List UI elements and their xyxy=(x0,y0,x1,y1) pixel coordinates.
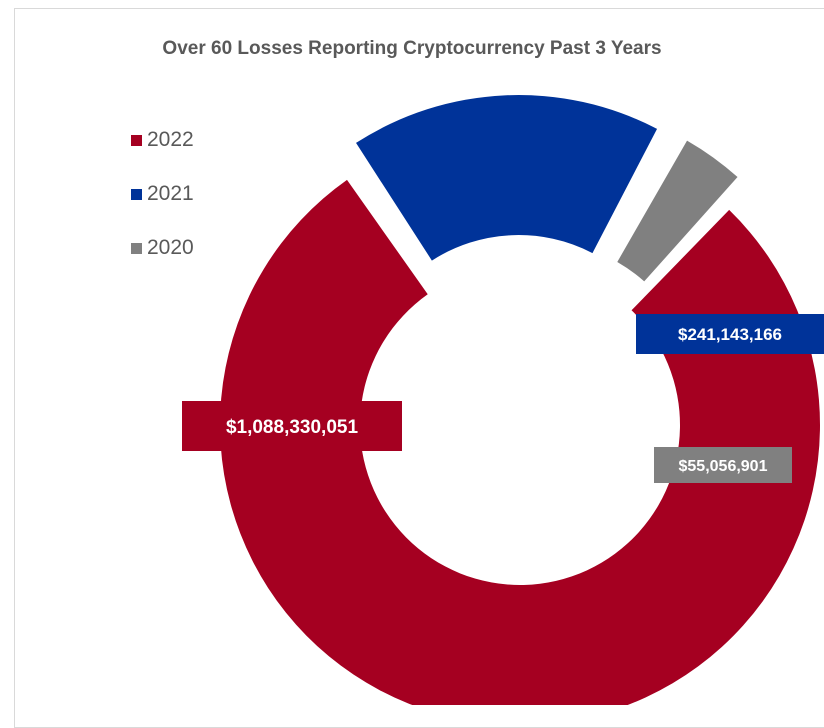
chart-title: Over 60 Losses Reporting Cryptocurrency … xyxy=(162,38,662,59)
legend-swatch-2021 xyxy=(131,188,142,200)
legend-item-2020: 2020 xyxy=(131,235,194,261)
data-label-text-2020: $55,056,901 xyxy=(679,458,768,475)
data-label-box-2022 xyxy=(182,401,402,451)
legend-item-2022: 2022 xyxy=(131,127,194,153)
legend-swatch-2020 xyxy=(131,242,142,254)
data-label-box-2020 xyxy=(654,447,792,483)
legend: 2022 2021 2020 xyxy=(131,127,194,289)
data-label-text-2022: $1,088,330,051 xyxy=(226,417,359,438)
legend-swatch-2022 xyxy=(131,134,142,146)
donut-chart: $1,088,330,051 $241,143,166 $55,056,901 xyxy=(182,95,824,705)
data-label-2022: $1,088,330,051 xyxy=(182,401,402,451)
data-label-box-2021 xyxy=(636,314,824,354)
donut-slice-2020 xyxy=(617,140,738,282)
data-label-2021: $241,143,166 xyxy=(636,314,824,354)
data-label-2020: $55,056,901 xyxy=(654,447,792,483)
legend-label-2022: 2022 xyxy=(147,128,194,151)
data-labels-group: $1,088,330,051 $241,143,166 $55,056,901 xyxy=(182,314,824,483)
donut-slice-2022 xyxy=(220,179,820,705)
donut-slice-2021 xyxy=(356,95,658,261)
legend-label-2020: 2020 xyxy=(147,236,194,259)
legend-item-2021: 2021 xyxy=(131,181,194,207)
slices-group xyxy=(220,95,820,705)
data-label-text-2021: $241,143,166 xyxy=(678,325,782,344)
legend-label-2021: 2021 xyxy=(147,182,194,205)
